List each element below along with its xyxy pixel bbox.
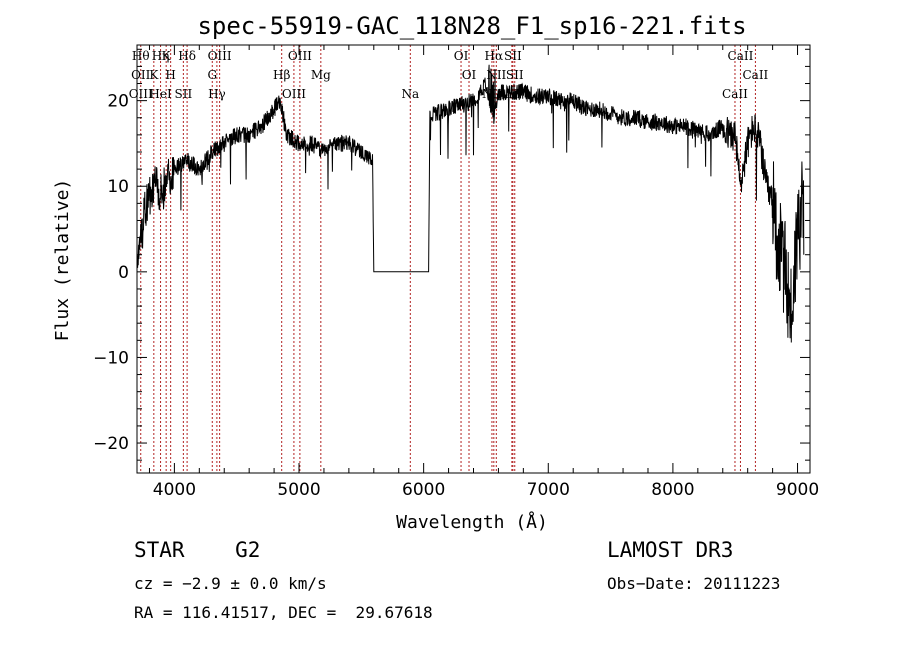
- emission-line-label: Hθ: [132, 49, 150, 63]
- y-tick-label: 10: [107, 177, 129, 197]
- emission-line-label: OI: [462, 68, 477, 82]
- emission-line-label: Hβ: [273, 68, 290, 82]
- y-tick-label: 0: [118, 263, 129, 283]
- y-axis-title: Flux (relative): [52, 179, 73, 342]
- emission-line-label: Hδ: [178, 49, 196, 63]
- y-tick-label: 20: [107, 92, 129, 112]
- emission-line-label: CaII: [728, 49, 754, 63]
- emission-line-label: OIII: [208, 49, 232, 63]
- x-tick-label: 5000: [277, 480, 320, 500]
- emission-line-label: HeI: [149, 87, 172, 101]
- emission-line-label: OII: [131, 68, 151, 82]
- emission-line-label: H: [165, 68, 175, 82]
- emission-line-label: SII: [175, 87, 193, 101]
- emission-line-label: OIII: [288, 49, 312, 63]
- x-axis-title: Wavelength (Å): [396, 511, 548, 533]
- x-tick-label: 4000: [153, 480, 196, 500]
- emission-line-label: SII: [506, 68, 524, 82]
- axis-ticks: 4000 5000 6000 7000 8000 9000 −20 −10 0 10 20: [93, 45, 819, 500]
- emission-line-label: OIII: [129, 87, 153, 101]
- spectrum-line: [136, 64, 805, 343]
- emission-line-label: CaII: [742, 68, 768, 82]
- emission-line-label: K: [162, 49, 172, 63]
- emission-line-markers: [140, 45, 756, 473]
- emission-line-label: CaII: [722, 87, 748, 101]
- x-tick-label: 8000: [651, 480, 694, 500]
- emission-line-label: Hη: [152, 49, 170, 63]
- survey-name: LAMOST DR3: [607, 538, 734, 562]
- observation-date: Obs−Date: 20111223: [607, 574, 781, 593]
- emission-line-label: SII: [504, 49, 522, 63]
- emission-line-label: OI: [454, 49, 469, 63]
- emission-line-label: Na: [401, 87, 419, 101]
- y-tick-label: −20: [93, 434, 129, 454]
- object-class: STAR G2: [134, 538, 261, 562]
- y-tick-label: −10: [93, 348, 129, 368]
- coordinates: RA = 116.41517, DEC = 29.67618: [134, 603, 433, 622]
- emission-line-labels: HθOIIOIIIKHeIHηKHSIIHδGHγOIIIHβOIIIOIIIM…: [129, 49, 769, 101]
- emission-line-label: Mg: [311, 68, 331, 82]
- x-tick-label: 7000: [527, 480, 570, 500]
- emission-line-label: K: [149, 68, 159, 82]
- chart-title: spec-55919-GAC_118N28_F1_sp16-221.fits: [197, 12, 746, 40]
- emission-line-label: G: [207, 68, 217, 82]
- x-tick-label: 6000: [402, 480, 445, 500]
- redshift-velocity: cz = −2.9 ± 0.0 km/s: [134, 574, 327, 593]
- emission-line-label: OIII: [282, 87, 306, 101]
- x-tick-label: 9000: [776, 480, 819, 500]
- emission-line-label: Hα: [485, 49, 504, 63]
- emission-line-label: Hγ: [208, 87, 226, 101]
